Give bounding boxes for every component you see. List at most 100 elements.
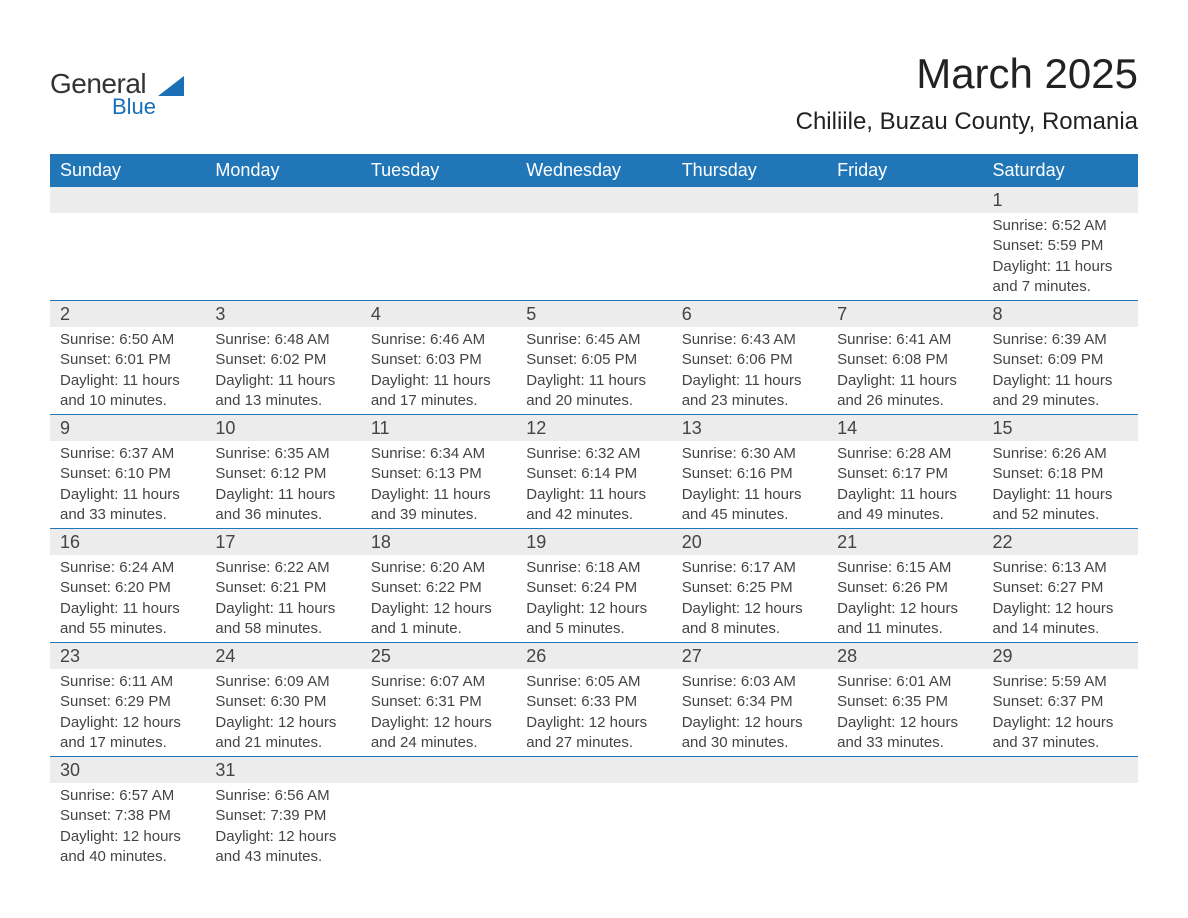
daylight-text: Daylight: 11 hours and 55 minutes.: [60, 599, 195, 640]
sunrise-text: Sunrise: 6:35 AM: [215, 444, 350, 464]
daylight-text: Daylight: 11 hours and 13 minutes.: [215, 371, 350, 412]
day-number: [672, 757, 827, 783]
calendar-cell: 29Sunrise: 5:59 AMSunset: 6:37 PMDayligh…: [983, 643, 1138, 757]
calendar-cell: [361, 187, 516, 301]
daylight-text: Daylight: 11 hours and 42 minutes.: [526, 485, 661, 526]
sunrise-text: Sunrise: 6:26 AM: [993, 444, 1128, 464]
sunset-text: Sunset: 6:09 PM: [993, 350, 1128, 370]
day-data: Sunrise: 6:05 AMSunset: 6:33 PMDaylight:…: [516, 669, 671, 756]
calendar-cell: 21Sunrise: 6:15 AMSunset: 6:26 PMDayligh…: [827, 529, 982, 643]
daylight-text: Daylight: 12 hours and 30 minutes.: [682, 713, 817, 754]
sunrise-text: Sunrise: 6:52 AM: [993, 216, 1128, 236]
day-number: [361, 187, 516, 213]
day-data: Sunrise: 6:26 AMSunset: 6:18 PMDaylight:…: [983, 441, 1138, 528]
day-number: [827, 757, 982, 783]
day-data: [516, 783, 671, 789]
daylight-text: Daylight: 12 hours and 33 minutes.: [837, 713, 972, 754]
day-data: Sunrise: 6:18 AMSunset: 6:24 PMDaylight:…: [516, 555, 671, 642]
day-number: 30: [50, 757, 205, 783]
daylight-text: Daylight: 11 hours and 49 minutes.: [837, 485, 972, 526]
sunset-text: Sunset: 6:01 PM: [60, 350, 195, 370]
sunrise-text: Sunrise: 6:30 AM: [682, 444, 817, 464]
calendar-cell: 14Sunrise: 6:28 AMSunset: 6:17 PMDayligh…: [827, 415, 982, 529]
day-number: 6: [672, 301, 827, 327]
day-number: [50, 187, 205, 213]
calendar-cell: [983, 757, 1138, 871]
daylight-text: Daylight: 11 hours and 36 minutes.: [215, 485, 350, 526]
calendar-cell: [672, 187, 827, 301]
sunset-text: Sunset: 6:37 PM: [993, 692, 1128, 712]
sunrise-text: Sunrise: 6:18 AM: [526, 558, 661, 578]
day-number: 2: [50, 301, 205, 327]
calendar-cell: 3Sunrise: 6:48 AMSunset: 6:02 PMDaylight…: [205, 301, 360, 415]
sunset-text: Sunset: 5:59 PM: [993, 236, 1128, 256]
day-data: Sunrise: 6:32 AMSunset: 6:14 PMDaylight:…: [516, 441, 671, 528]
sunrise-text: Sunrise: 6:57 AM: [60, 786, 195, 806]
sunrise-text: Sunrise: 6:45 AM: [526, 330, 661, 350]
calendar-cell: 10Sunrise: 6:35 AMSunset: 6:12 PMDayligh…: [205, 415, 360, 529]
day-number: 5: [516, 301, 671, 327]
day-data: Sunrise: 6:43 AMSunset: 6:06 PMDaylight:…: [672, 327, 827, 414]
sunrise-text: Sunrise: 6:28 AM: [837, 444, 972, 464]
weekday-header: Wednesday: [516, 154, 671, 187]
header: General Blue March 2025 Chiliile, Buzau …: [50, 50, 1138, 136]
day-number: 7: [827, 301, 982, 327]
calendar-cell: 8Sunrise: 6:39 AMSunset: 6:09 PMDaylight…: [983, 301, 1138, 415]
day-number: [516, 187, 671, 213]
sunset-text: Sunset: 6:08 PM: [837, 350, 972, 370]
day-number: [516, 757, 671, 783]
day-data: [827, 783, 982, 789]
calendar-cell: [516, 187, 671, 301]
day-number: 3: [205, 301, 360, 327]
daylight-text: Daylight: 11 hours and 39 minutes.: [371, 485, 506, 526]
sunrise-text: Sunrise: 6:05 AM: [526, 672, 661, 692]
weekday-header: Sunday: [50, 154, 205, 187]
day-data: Sunrise: 6:17 AMSunset: 6:25 PMDaylight:…: [672, 555, 827, 642]
day-number: 1: [983, 187, 1138, 213]
day-number: [672, 187, 827, 213]
daylight-text: Daylight: 11 hours and 33 minutes.: [60, 485, 195, 526]
calendar-body: 1 Sunrise: 6:52 AMSunset: 5:59 PM Daylight…: [50, 187, 1138, 870]
calendar-cell: 17Sunrise: 6:22 AMSunset: 6:21 PMDayligh…: [205, 529, 360, 643]
calendar-cell: 2Sunrise: 6:50 AMSunset: 6:01 PMDaylight…: [50, 301, 205, 415]
daylight-text: Daylight: 12 hours and 37 minutes.: [993, 713, 1128, 754]
daylight-text: Daylight: 12 hours and 14 minutes.: [993, 599, 1128, 640]
calendar-cell: [361, 757, 516, 871]
brand-logo: General Blue: [50, 68, 184, 120]
sunset-text: Sunset: 6:18 PM: [993, 464, 1128, 484]
sunset-text: Sunset: 6:17 PM: [837, 464, 972, 484]
day-data: [361, 783, 516, 789]
sunset-text: Sunset: 6:13 PM: [371, 464, 506, 484]
day-data: Sunrise: 6:46 AMSunset: 6:03 PMDaylight:…: [361, 327, 516, 414]
calendar-cell: 27Sunrise: 6:03 AMSunset: 6:34 PMDayligh…: [672, 643, 827, 757]
day-number: 25: [361, 643, 516, 669]
sunset-text: Sunset: 6:33 PM: [526, 692, 661, 712]
daylight-text: Daylight: 11 hours and 26 minutes.: [837, 371, 972, 412]
weekday-header: Thursday: [672, 154, 827, 187]
day-data: Sunrise: 6:34 AMSunset: 6:13 PMDaylight:…: [361, 441, 516, 528]
calendar-cell: 26Sunrise: 6:05 AMSunset: 6:33 PMDayligh…: [516, 643, 671, 757]
sunrise-text: Sunrise: 6:56 AM: [215, 786, 350, 806]
sunrise-text: Sunrise: 6:24 AM: [60, 558, 195, 578]
calendar-week-row: 1Sunrise: 6:52 AMSunset: 5:59 PMDaylight…: [50, 187, 1138, 301]
day-number: [827, 187, 982, 213]
sunset-text: Sunset: 6:03 PM: [371, 350, 506, 370]
calendar-cell: 7Sunrise: 6:41 AMSunset: 6:08 PMDaylight…: [827, 301, 982, 415]
calendar-cell: [50, 187, 205, 301]
day-data: [672, 213, 827, 219]
daylight-text: Daylight: 12 hours and 40 minutes.: [60, 827, 195, 868]
calendar-cell: 23Sunrise: 6:11 AMSunset: 6:29 PMDayligh…: [50, 643, 205, 757]
sunrise-text: Sunrise: 6:41 AM: [837, 330, 972, 350]
calendar-cell: 31Sunrise: 6:56 AMSunset: 7:39 PMDayligh…: [205, 757, 360, 871]
calendar-cell: 16Sunrise: 6:24 AMSunset: 6:20 PMDayligh…: [50, 529, 205, 643]
calendar-cell: 25Sunrise: 6:07 AMSunset: 6:31 PMDayligh…: [361, 643, 516, 757]
sunrise-text: Sunrise: 6:20 AM: [371, 558, 506, 578]
day-data: Sunrise: 6:41 AMSunset: 6:08 PMDaylight:…: [827, 327, 982, 414]
day-data: Sunrise: 5:59 AMSunset: 6:37 PMDaylight:…: [983, 669, 1138, 756]
day-number: 31: [205, 757, 360, 783]
calendar-cell: 20Sunrise: 6:17 AMSunset: 6:25 PMDayligh…: [672, 529, 827, 643]
sunrise-text: Sunrise: 6:37 AM: [60, 444, 195, 464]
day-data: Sunrise: 6:30 AMSunset: 6:16 PMDaylight:…: [672, 441, 827, 528]
calendar-cell: 24Sunrise: 6:09 AMSunset: 6:30 PMDayligh…: [205, 643, 360, 757]
day-data: Sunrise: 6:03 AMSunset: 6:34 PMDaylight:…: [672, 669, 827, 756]
